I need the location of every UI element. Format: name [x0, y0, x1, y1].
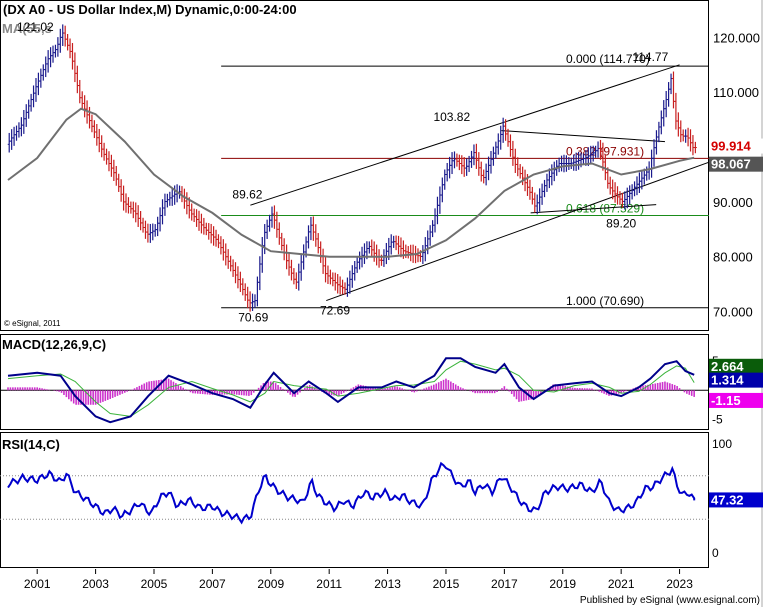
rsi-title: RSI(14,C) — [2, 437, 60, 452]
ma-last-value-box — [709, 156, 763, 172]
macd-last-value: 2.664 — [711, 359, 744, 374]
x-tick-label: 2003 — [82, 577, 109, 591]
pivot-label-3: 89.20 — [606, 217, 636, 231]
x-tick-label: 2015 — [433, 577, 460, 591]
hist-last-value-box — [709, 392, 763, 408]
chart-title: (DX A0 - US Dollar Index,M) Dynamic,0:00… — [3, 2, 297, 17]
ma-line — [7, 107, 695, 258]
x-tick-label: 2019 — [549, 577, 576, 591]
x-tick-label: 2001 — [24, 577, 51, 591]
x-tick-label: 2009 — [257, 577, 284, 591]
macd-signal-line — [7, 360, 695, 417]
trend-line-1 — [326, 157, 721, 302]
trend-line-2 — [501, 130, 665, 143]
price-y-tick: 90.000 — [713, 195, 753, 210]
last-price-value: 99.914 — [711, 139, 752, 154]
price-y-tick: 110.000 — [713, 85, 759, 100]
x-tick-label: 2005 — [141, 577, 168, 591]
pivot-label-5: 70.69 — [238, 310, 268, 324]
macd-last-value-box — [709, 358, 763, 374]
price-y-tick: 120.000 — [713, 30, 760, 45]
macd-y-tick: -5 — [712, 412, 723, 426]
hist-last-value: -1.15 — [711, 393, 741, 408]
macd-title: MACD(12,26,9,C) — [2, 337, 106, 352]
macd-layer — [0, 357, 709, 424]
pivot-label-1: 103.82 — [433, 110, 470, 124]
x-tick-label: 2017 — [491, 577, 518, 591]
pivot-label-2: 89.62 — [232, 188, 262, 202]
trend-line-3 — [530, 204, 657, 214]
trend-line-0 — [250, 64, 680, 206]
pivot-label-4: 72.69 — [320, 303, 350, 317]
macd-panel-frame — [0, 334, 709, 430]
x-tick-label: 2021 — [608, 577, 635, 591]
publisher-label: Published by eSignal (www.esignal.com) — [580, 595, 760, 606]
rsi-last-value: 47.32 — [711, 492, 744, 507]
price-y-tick: 70.000 — [713, 305, 753, 320]
ma-last-value: 98.067 — [711, 157, 751, 172]
rsi-line — [7, 461, 696, 525]
price-panel-frame — [0, 0, 709, 331]
macd-line — [7, 357, 695, 424]
x-tick-label: 2013 — [374, 577, 401, 591]
axis-layer: 70.00080.00090.000100.000110.000120.0009… — [24, 30, 763, 591]
x-tick-label: 2007 — [199, 577, 226, 591]
rsi-last-value-box — [709, 492, 763, 508]
rsi-y-tick: 0 — [712, 546, 719, 560]
pivot-label-0: 114.77 — [632, 50, 668, 64]
last-price-value-box — [709, 138, 763, 154]
rsi-panel-frame — [0, 432, 709, 568]
price-y-tick: 80.000 — [713, 250, 753, 265]
ma-value: 121.02 — [17, 20, 54, 34]
x-tick-label: 2023 — [666, 577, 693, 591]
signal-last-value: 1.314 — [711, 373, 744, 388]
fib-label-3: 1.000 (70.690) — [566, 294, 644, 308]
x-tick-label: 2011 — [316, 577, 342, 591]
rsi-y-tick: 100 — [712, 437, 732, 451]
fib-label-0: 0.000 (114.770) — [566, 52, 650, 66]
rsi-layer — [0, 461, 709, 525]
ma-label: MA(55,s — [2, 21, 52, 36]
signal-last-value-box — [709, 372, 763, 388]
price-layer: 0.000 (114.770)0.382 (97.931)0.618 (87.5… — [7, 24, 721, 324]
copyright-label: © eSignal, 2011 — [4, 319, 61, 328]
